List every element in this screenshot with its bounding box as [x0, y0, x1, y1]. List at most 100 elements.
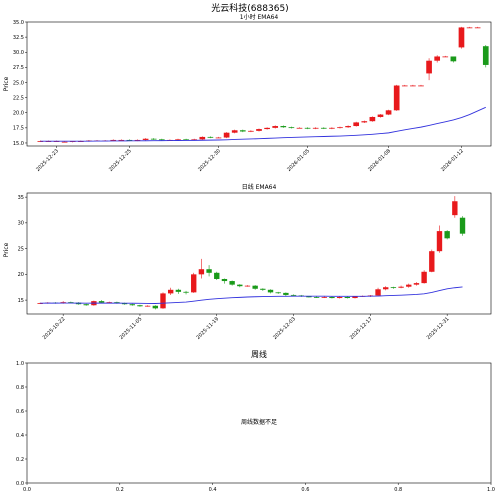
- hourly-candle-body: [410, 85, 416, 87]
- hourly-plot-area: [26, 21, 492, 147]
- weekly-xtick-label: 0.2: [116, 487, 124, 493]
- hourly-ytick-label: 32.5: [13, 35, 24, 41]
- weekly-xtick-label: 0.4: [209, 487, 217, 493]
- daily-candle-body: [114, 302, 120, 304]
- daily-chart-title: 日线 EMA64: [242, 183, 277, 191]
- hourly-candle-body: [361, 121, 368, 123]
- hourly-candle-body: [466, 27, 473, 29]
- daily-candle-body: [260, 288, 266, 290]
- daily-ytick-label: 25: [18, 246, 24, 252]
- daily-candle-body: [406, 284, 412, 287]
- daily-candle-body: [37, 303, 43, 304]
- hourly-candle-body: [207, 136, 214, 138]
- hourly-ytick-label: 20.0: [13, 111, 24, 117]
- weekly-xtick-label: 1.0: [487, 487, 495, 493]
- hourly-candle-body: [191, 139, 198, 141]
- daily-candle-body: [183, 291, 189, 293]
- daily-candle-body: [175, 289, 182, 292]
- hourly-candle-body: [474, 27, 481, 29]
- hourly-candle-body: [150, 138, 157, 140]
- daily-candle-body: [398, 286, 404, 288]
- weekly-ytick-label: 1.0: [16, 361, 24, 367]
- hourly-candle-body: [434, 56, 441, 61]
- weekly-ytick-label: 0.4: [16, 433, 24, 439]
- weekly-ytick-label: 0.0: [16, 481, 24, 487]
- weekly-xtick-label: 0.8: [394, 487, 402, 493]
- hourly-chart-panel: 1小时 EMA64 Price 15.0 17.5 20.0 22.5 25.0 27.5…: [3, 13, 492, 173]
- hourly-ytick-label: 15.0: [13, 141, 24, 147]
- hourly-candle-body: [329, 127, 335, 129]
- weekly-chart-panel: 周线 周线数据不足 0.00.0 0.2 0.2 0.4 0.4 0.6 0.6 0.8 0.8…: [16, 349, 495, 493]
- hourly-candle-body: [450, 56, 457, 62]
- daily-chart-marks: 15 20 25 30 35 2025-10-22 2025-11-05 2025-11-19…: [18, 195, 466, 341]
- hourly-candle-body: [142, 138, 149, 140]
- daily-candle-body: [413, 283, 420, 285]
- hourly-chart-title: 1小时 EMA64: [240, 13, 279, 21]
- daily-candle-body: [152, 305, 159, 309]
- daily-xtick-label: 2025-12-03: [272, 316, 297, 341]
- daily-ytick-label: 35: [18, 195, 24, 201]
- hourly-candle-body: [248, 130, 254, 132]
- hourly-candle-body: [37, 141, 44, 142]
- daily-candle-body: [436, 231, 443, 252]
- daily-ytick-label: 30: [18, 221, 24, 227]
- daily-xtick-label: 2025-11-19: [195, 316, 220, 341]
- daily-candle-body: [198, 269, 205, 275]
- daily-candle-body: [336, 297, 343, 299]
- hourly-xtick-label: 2025-12-30: [197, 148, 222, 173]
- hourly-candle-body: [345, 126, 351, 128]
- daily-candle-body: [221, 278, 228, 282]
- hourly-candle-body: [158, 139, 165, 141]
- hourly-candle-body: [426, 60, 432, 74]
- daily-candle-body: [167, 289, 174, 294]
- hourly-ytick-label: 17.5: [13, 126, 24, 132]
- daily-ytick-label: 15: [18, 298, 24, 304]
- hourly-candle-body: [264, 127, 270, 130]
- daily-candle-body: [329, 297, 335, 299]
- daily-candle-body: [421, 271, 427, 284]
- hourly-candle-body: [393, 85, 400, 111]
- hourly-chart-marks: 15.0 17.5 20.0 22.5 25.0 27.5 30.0 32.5 35.0 2025…: [13, 20, 489, 173]
- hourly-candle-body: [175, 139, 181, 141]
- hourly-candle-body: [288, 127, 295, 129]
- hourly-candle-body: [377, 114, 384, 117]
- daily-candle-body: [321, 297, 327, 298]
- hourly-candle-body: [231, 130, 238, 133]
- daily-candle-body: [191, 274, 197, 293]
- hourly-candle-body: [482, 46, 489, 65]
- hourly-candle-body: [320, 127, 327, 129]
- daily-candle-body: [206, 269, 212, 273]
- hourly-ytick-label: 25.0: [13, 80, 24, 86]
- daily-xtick-label: 2025-11-05: [119, 316, 144, 341]
- weekly-chart-axes: 0.00.0 0.2 0.2 0.4 0.4 0.6 0.6 0.8 0.8 1.0 1.0: [16, 361, 495, 493]
- hourly-xtick-label: 2026-01-08: [367, 148, 392, 173]
- hourly-candle-body: [239, 130, 246, 132]
- daily-candle-body: [137, 305, 143, 307]
- weekly-ytick-label: 0.2: [16, 457, 24, 463]
- hourly-xtick-label: 2026-01-05: [286, 148, 311, 173]
- hourly-candle-body: [118, 139, 125, 141]
- weekly-no-data-message: 周线数据不足: [241, 418, 277, 426]
- daily-candle-body: [375, 289, 381, 296]
- weekly-plot-area: [26, 362, 492, 484]
- daily-candle-body: [68, 302, 74, 303]
- hourly-candle-body: [183, 139, 189, 141]
- daily-candle-body: [83, 304, 89, 306]
- hourly-xtick-label: 2025-12-23: [35, 148, 60, 173]
- daily-candle-body: [160, 293, 166, 309]
- weekly-chart-title: 周线: [251, 349, 267, 359]
- hourly-candle-body: [215, 137, 222, 139]
- hourly-candle-body: [312, 127, 319, 129]
- hourly-candle-body: [272, 126, 279, 128]
- daily-candle-body: [383, 287, 389, 290]
- daily-plot-area: [26, 192, 492, 315]
- hourly-candle-body: [296, 127, 303, 129]
- hourly-ytick-label: 35.0: [13, 20, 24, 26]
- weekly-xtick-label: 0.0: [23, 487, 31, 493]
- hourly-candle-body: [385, 110, 392, 115]
- daily-candle-body: [390, 287, 397, 289]
- hourly-ytick-label: 30.0: [13, 50, 24, 56]
- hourly-ytick-label: 27.5: [13, 65, 24, 71]
- hourly-candle-body: [256, 129, 262, 131]
